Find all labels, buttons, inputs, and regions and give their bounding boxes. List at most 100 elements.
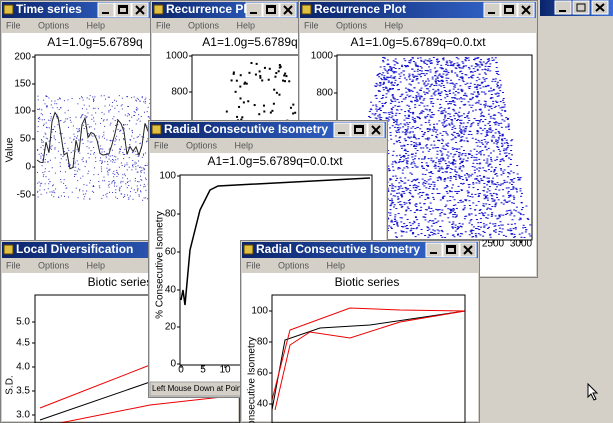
recurrence-dot xyxy=(399,156,402,158)
scatter-dot xyxy=(97,141,99,143)
recurrence-dot xyxy=(431,173,434,175)
scatter-dot xyxy=(104,105,106,107)
recurrence-dot xyxy=(454,118,457,120)
recurrence-dot xyxy=(498,122,501,124)
recurrence-dot xyxy=(475,63,478,65)
recurrence-dot xyxy=(407,88,410,90)
y-tick-label: 60 xyxy=(257,368,269,379)
scatter-dot xyxy=(90,150,92,152)
recurrence-dot xyxy=(406,117,409,119)
recurrence-dot xyxy=(397,213,400,215)
menu-item[interactable]: Help xyxy=(385,20,404,30)
menu-item[interactable]: Help xyxy=(87,260,106,270)
close-button[interactable] xyxy=(131,2,149,18)
recurrence-dot xyxy=(480,91,483,93)
recurrence-dot xyxy=(440,212,443,214)
recurrence-dot xyxy=(494,173,497,175)
menu-item[interactable]: File xyxy=(154,140,169,150)
minimize-button[interactable] xyxy=(483,2,501,18)
close-button[interactable] xyxy=(459,242,477,258)
scatter-dot xyxy=(136,188,138,190)
scatter-dot xyxy=(109,124,111,126)
scatter-dot xyxy=(147,127,149,129)
menu-item[interactable]: Help xyxy=(87,20,106,30)
recurrence-dot xyxy=(476,96,479,98)
recurrence-dot xyxy=(406,188,409,190)
recurrence-dot xyxy=(473,159,476,161)
minimize-button[interactable] xyxy=(425,242,443,258)
recurrence-dot xyxy=(429,84,432,86)
recurrence-dot xyxy=(393,190,396,192)
minimize-button[interactable] xyxy=(245,2,263,18)
scatter-dot xyxy=(85,160,87,162)
recurrence-dot xyxy=(431,234,434,236)
scatter-dot xyxy=(120,185,122,187)
recurrence-dot xyxy=(487,155,490,157)
menu-item[interactable]: Options xyxy=(38,20,70,30)
recurrence-dot xyxy=(403,192,406,194)
menu-item[interactable]: File xyxy=(304,20,319,30)
menu-item[interactable]: File xyxy=(6,260,21,270)
recurrence-dot xyxy=(515,206,518,208)
recurrence-dot xyxy=(414,63,417,65)
recurrence-dot xyxy=(464,155,467,157)
recurrence-dot xyxy=(509,195,512,197)
close-button[interactable] xyxy=(279,2,297,18)
menu-item[interactable]: File xyxy=(156,20,171,30)
menu-item[interactable]: Options xyxy=(278,260,310,270)
minimize-button[interactable] xyxy=(97,2,115,18)
recurrence-dot xyxy=(497,138,500,140)
recurrence-dot xyxy=(408,89,411,91)
menu-item[interactable]: Options xyxy=(188,20,220,30)
recurrence-dot xyxy=(485,224,488,226)
maximize-button[interactable] xyxy=(350,122,368,138)
scatter-dot xyxy=(100,157,102,159)
scatter-dot xyxy=(93,146,95,148)
recurrence-dot xyxy=(439,199,442,201)
recurrence-dot xyxy=(485,149,488,151)
recurrence-dot xyxy=(471,98,474,100)
recurrence-dot xyxy=(485,203,488,205)
recurrence-dot xyxy=(452,210,455,212)
maximize-button[interactable] xyxy=(442,242,460,258)
recurrence-dot xyxy=(495,143,498,145)
menu-item[interactable]: File xyxy=(246,260,261,270)
recurrence-dot xyxy=(517,176,520,178)
recurrence-dot xyxy=(511,202,514,204)
recurrence-dot xyxy=(440,229,443,231)
recurrence-dot xyxy=(421,102,424,104)
recurrence-dot xyxy=(421,80,424,82)
recurrence-dot xyxy=(476,91,479,93)
recurrence-dot xyxy=(436,229,439,231)
recurrence-dot xyxy=(489,63,492,65)
recurrence-dot xyxy=(499,150,502,152)
menu-item[interactable]: Options xyxy=(38,260,70,270)
recurrence-dot xyxy=(473,59,476,61)
recurrence-dot xyxy=(389,66,392,68)
close-button[interactable] xyxy=(517,2,535,18)
recurrence-dot xyxy=(396,192,399,194)
menu-item[interactable]: Help xyxy=(327,260,346,270)
recurrence-dot xyxy=(510,144,513,146)
menu-item[interactable]: Options xyxy=(186,140,218,150)
recurrence-dot xyxy=(499,135,502,137)
scatter-dot xyxy=(121,108,123,110)
minimize-button[interactable] xyxy=(333,122,351,138)
recurrence-dot xyxy=(502,183,505,185)
recurrence-dot xyxy=(441,147,444,149)
partial-window-buttons[interactable] xyxy=(540,0,613,16)
menu-item[interactable]: Help xyxy=(235,140,254,150)
recurrence-dot xyxy=(435,222,438,224)
menu-item[interactable]: Help xyxy=(237,20,256,30)
menu-item[interactable]: Options xyxy=(336,20,368,30)
close-button[interactable] xyxy=(367,122,385,138)
scatter-dot xyxy=(44,159,46,161)
recurrence-dot xyxy=(421,173,424,175)
maximize-button[interactable] xyxy=(114,2,132,18)
maximize-button[interactable] xyxy=(262,2,280,18)
scatter-dot xyxy=(108,169,110,171)
scatter-dot xyxy=(86,97,88,99)
recurrence-dot xyxy=(417,182,420,184)
menu-item[interactable]: File xyxy=(6,20,21,30)
maximize-button[interactable] xyxy=(500,2,518,18)
